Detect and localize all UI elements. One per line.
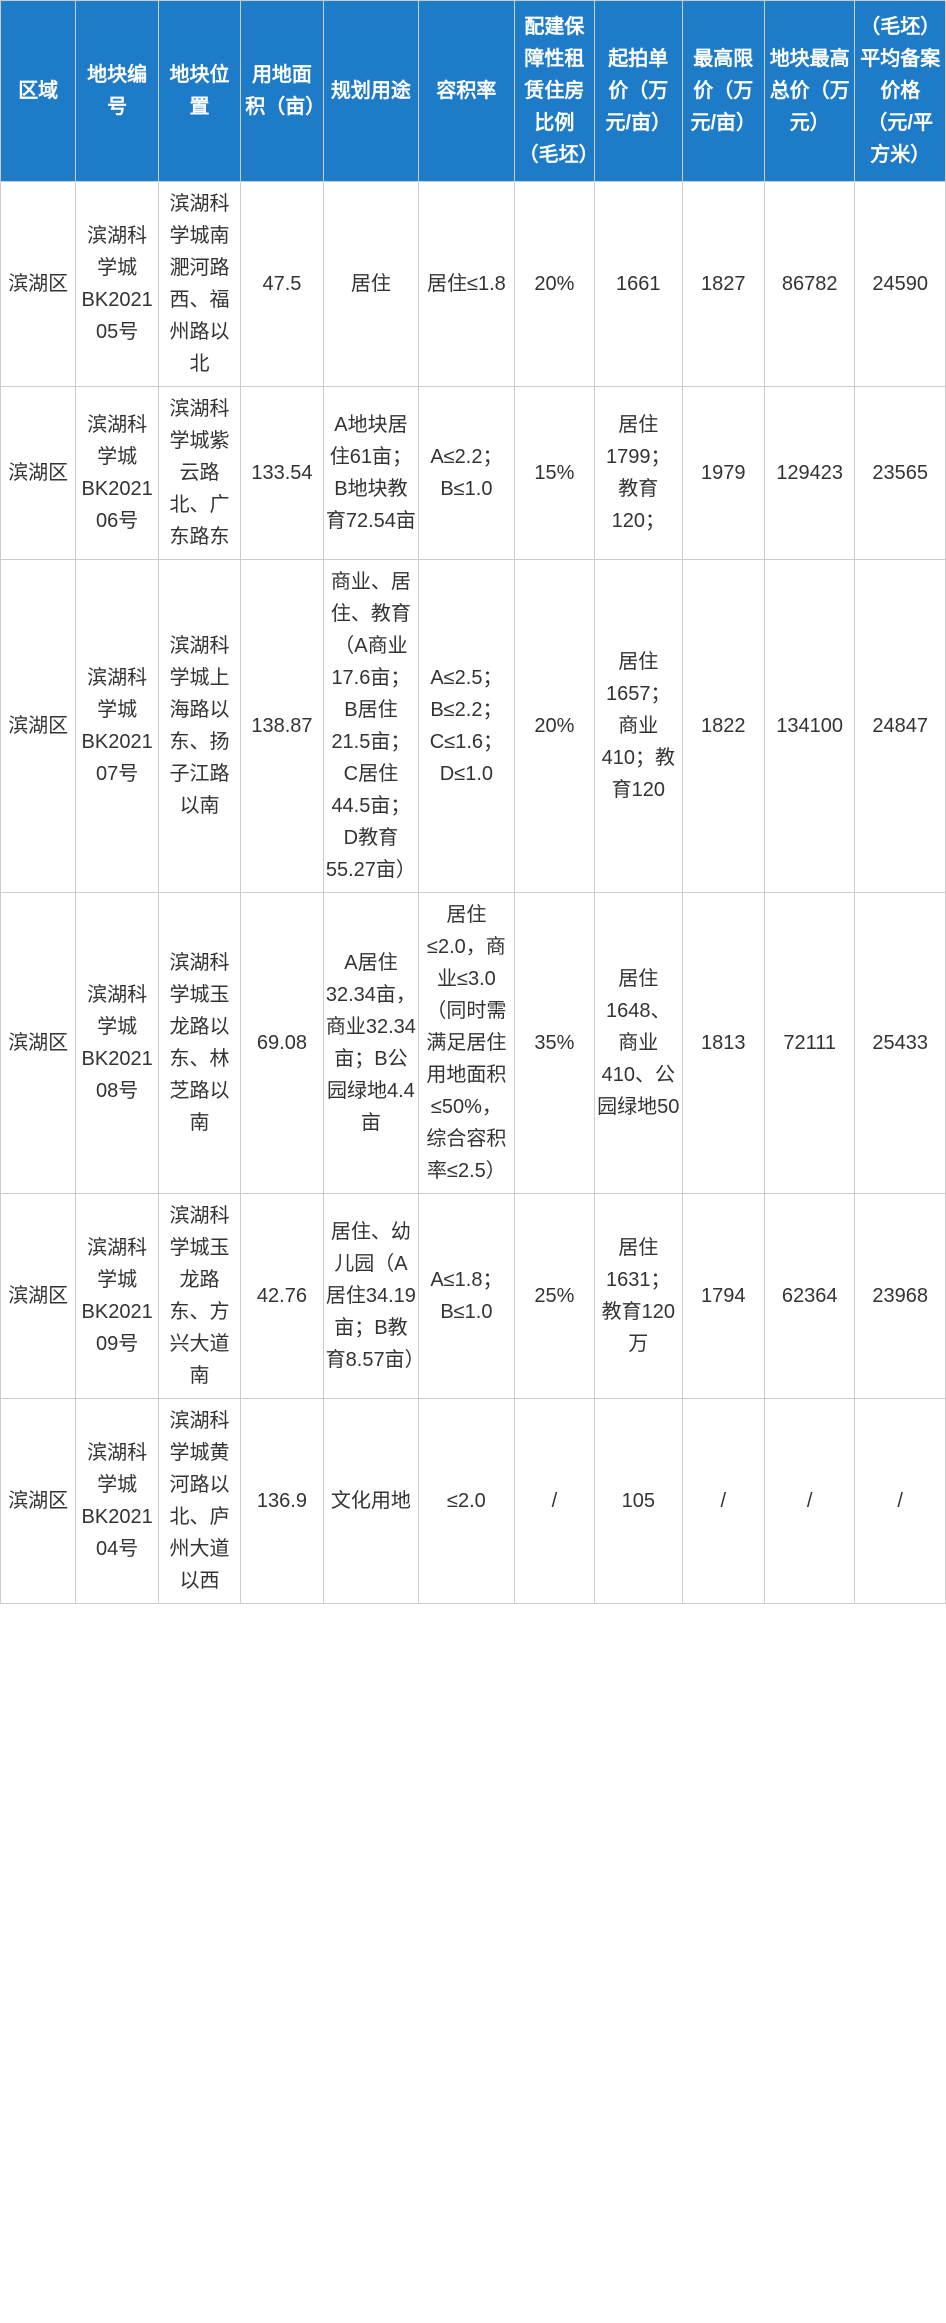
cell-area_mu: 69.08	[241, 893, 323, 1194]
table-row: 滨湖区滨湖科学城BK202108号滨湖科学城玉龙路以东、林芝路以南69.08A居…	[1, 893, 946, 1194]
cell-use: A地块居住61亩；B地块教育72.54亩	[323, 387, 419, 560]
cell-location: 滨湖科学城玉龙路东、方兴大道南	[158, 1194, 240, 1399]
col-header-record-price: （毛坯）平均备案价格（元/平方米）	[855, 1, 946, 182]
cell-region: 滨湖区	[1, 182, 76, 387]
cell-far: 居住≤2.0，商业≤3.0（同时需满足居住用地面积≤50%，综合容积率≤2.5）	[419, 893, 515, 1194]
cell-start_price: 105	[595, 1399, 682, 1604]
cell-region: 滨湖区	[1, 1194, 76, 1399]
col-header-plot-id: 地块编号	[76, 1, 158, 182]
cell-max_total: 86782	[764, 182, 854, 387]
table-row: 滨湖区滨湖科学城BK202104号滨湖科学城黄河路以北、庐州大道以西136.9文…	[1, 1399, 946, 1604]
col-header-max-unit: 最高限价（万元/亩）	[682, 1, 764, 182]
cell-plot_id: 滨湖科学城BK202107号	[76, 560, 158, 893]
cell-area_mu: 42.76	[241, 1194, 323, 1399]
cell-location: 滨湖科学城南淝河路西、福州路以北	[158, 182, 240, 387]
cell-region: 滨湖区	[1, 1399, 76, 1604]
cell-area_mu: 47.5	[241, 182, 323, 387]
cell-affordable_pct: /	[514, 1399, 594, 1604]
cell-plot_id: 滨湖科学城BK202105号	[76, 182, 158, 387]
cell-use: 居住、幼儿园（A居住34.19亩；B教育8.57亩）	[323, 1194, 419, 1399]
cell-start_price: 居住1799；教育120；	[595, 387, 682, 560]
cell-start_price: 居住1648、商业410、公园绿地50	[595, 893, 682, 1194]
col-header-max-total: 地块最高总价（万元）	[764, 1, 854, 182]
cell-affordable_pct: 15%	[514, 387, 594, 560]
cell-max_total: 62364	[764, 1194, 854, 1399]
cell-max_unit_price: 1979	[682, 387, 764, 560]
cell-plot_id: 滨湖科学城BK202104号	[76, 1399, 158, 1604]
cell-use: 居住	[323, 182, 419, 387]
cell-far: A≤2.5；B≤2.2；C≤1.6；D≤1.0	[419, 560, 515, 893]
cell-use: A居住32.34亩，商业32.34亩；B公园绿地4.4亩	[323, 893, 419, 1194]
cell-far: A≤2.2；B≤1.0	[419, 387, 515, 560]
cell-plot_id: 滨湖科学城BK202109号	[76, 1194, 158, 1399]
col-header-area: 用地面积（亩）	[241, 1, 323, 182]
col-header-affordable: 配建保障性租赁住房比例（毛坯）	[514, 1, 594, 182]
cell-region: 滨湖区	[1, 560, 76, 893]
cell-region: 滨湖区	[1, 387, 76, 560]
cell-affordable_pct: 35%	[514, 893, 594, 1194]
cell-area_mu: 133.54	[241, 387, 323, 560]
table-header-row: 区域 地块编号 地块位置 用地面积（亩） 规划用途 容积率 配建保障性租赁住房比…	[1, 1, 946, 182]
col-header-location: 地块位置	[158, 1, 240, 182]
cell-location: 滨湖科学城玉龙路以东、林芝路以南	[158, 893, 240, 1194]
table-row: 滨湖区滨湖科学城BK202106号滨湖科学城紫云路北、广东路东133.54A地块…	[1, 387, 946, 560]
cell-max_total: 72111	[764, 893, 854, 1194]
cell-use: 商业、居住、教育（A商业17.6亩；B居住21.5亩；C居住44.5亩；D教育5…	[323, 560, 419, 893]
col-header-use: 规划用途	[323, 1, 419, 182]
cell-record_price: 23565	[855, 387, 946, 560]
table-row: 滨湖区滨湖科学城BK202107号滨湖科学城上海路以东、扬子江路以南138.87…	[1, 560, 946, 893]
cell-far: ≤2.0	[419, 1399, 515, 1604]
cell-affordable_pct: 20%	[514, 560, 594, 893]
col-header-far: 容积率	[419, 1, 515, 182]
cell-affordable_pct: 25%	[514, 1194, 594, 1399]
cell-start_price: 1661	[595, 182, 682, 387]
cell-record_price: 23968	[855, 1194, 946, 1399]
cell-region: 滨湖区	[1, 893, 76, 1194]
col-header-start-price: 起拍单价（万元/亩）	[595, 1, 682, 182]
cell-far: 居住≤1.8	[419, 182, 515, 387]
cell-use: 文化用地	[323, 1399, 419, 1604]
cell-far: A≤1.8；B≤1.0	[419, 1194, 515, 1399]
cell-area_mu: 138.87	[241, 560, 323, 893]
cell-max_unit_price: 1794	[682, 1194, 764, 1399]
cell-max_unit_price: 1813	[682, 893, 764, 1194]
cell-plot_id: 滨湖科学城BK202106号	[76, 387, 158, 560]
table-row: 滨湖区滨湖科学城BK202105号滨湖科学城南淝河路西、福州路以北47.5居住居…	[1, 182, 946, 387]
cell-location: 滨湖科学城紫云路北、广东路东	[158, 387, 240, 560]
table-row: 滨湖区滨湖科学城BK202109号滨湖科学城玉龙路东、方兴大道南42.76居住、…	[1, 1194, 946, 1399]
cell-record_price: 24590	[855, 182, 946, 387]
cell-max_unit_price: 1827	[682, 182, 764, 387]
cell-affordable_pct: 20%	[514, 182, 594, 387]
cell-location: 滨湖科学城上海路以东、扬子江路以南	[158, 560, 240, 893]
cell-max_unit_price: 1822	[682, 560, 764, 893]
cell-max_total: /	[764, 1399, 854, 1604]
col-header-region: 区域	[1, 1, 76, 182]
cell-max_total: 134100	[764, 560, 854, 893]
land-parcel-table: 区域 地块编号 地块位置 用地面积（亩） 规划用途 容积率 配建保障性租赁住房比…	[0, 0, 946, 1604]
cell-start_price: 居住1657；商业410；教育120	[595, 560, 682, 893]
cell-start_price: 居住1631；教育120万	[595, 1194, 682, 1399]
cell-record_price: 25433	[855, 893, 946, 1194]
cell-max_unit_price: /	[682, 1399, 764, 1604]
cell-record_price: 24847	[855, 560, 946, 893]
cell-record_price: /	[855, 1399, 946, 1604]
cell-plot_id: 滨湖科学城BK202108号	[76, 893, 158, 1194]
cell-max_total: 129423	[764, 387, 854, 560]
cell-location: 滨湖科学城黄河路以北、庐州大道以西	[158, 1399, 240, 1604]
table-body: 滨湖区滨湖科学城BK202105号滨湖科学城南淝河路西、福州路以北47.5居住居…	[1, 182, 946, 1604]
cell-area_mu: 136.9	[241, 1399, 323, 1604]
